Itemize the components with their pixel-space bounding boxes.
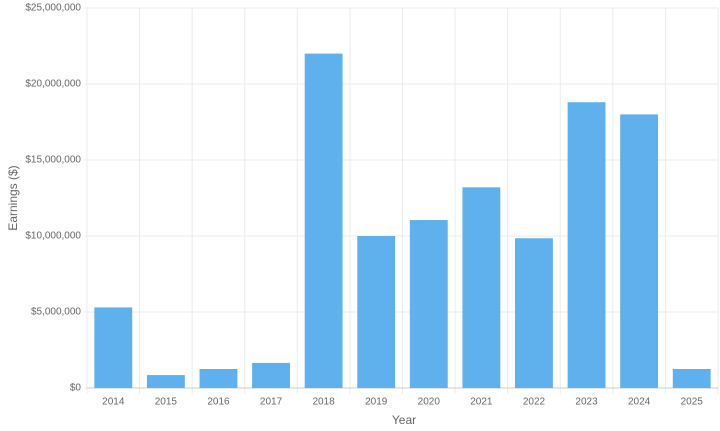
x-tick-label: 2025 bbox=[681, 397, 704, 408]
y-tick-label: $10,000,000 bbox=[25, 231, 81, 242]
y-tick-label: $20,000,000 bbox=[25, 79, 81, 90]
x-tick-label: 2020 bbox=[418, 397, 441, 408]
x-tick-label: 2014 bbox=[102, 397, 125, 408]
y-tick-label: $0 bbox=[70, 383, 82, 394]
x-tick-label: 2024 bbox=[628, 397, 651, 408]
bar bbox=[252, 362, 290, 388]
bar bbox=[146, 375, 185, 388]
bar bbox=[94, 307, 133, 388]
bar bbox=[620, 114, 659, 389]
y-axis-title: Earnings ($) bbox=[6, 165, 20, 230]
x-tick-label: 2021 bbox=[470, 397, 493, 408]
x-axis-title: Year bbox=[392, 413, 416, 427]
x-tick-label: 2019 bbox=[365, 397, 388, 408]
x-tick-label: 2023 bbox=[575, 397, 598, 408]
bar bbox=[462, 187, 501, 388]
x-tick-label: 2018 bbox=[313, 397, 336, 408]
y-tick-label: $25,000,000 bbox=[25, 3, 81, 14]
x-tick-label: 2022 bbox=[523, 397, 546, 408]
bar bbox=[672, 369, 711, 388]
bar bbox=[567, 102, 606, 389]
bar bbox=[199, 369, 238, 388]
y-tick-label: $15,000,000 bbox=[25, 155, 81, 166]
x-tick-label: 2015 bbox=[155, 397, 178, 408]
y-tick-label: $5,000,000 bbox=[31, 307, 81, 318]
bar bbox=[357, 236, 396, 388]
x-tick-label: 2017 bbox=[260, 397, 283, 408]
bar bbox=[304, 53, 343, 388]
bar bbox=[409, 220, 448, 388]
bar bbox=[515, 238, 553, 388]
x-tick-label: 2016 bbox=[207, 397, 230, 408]
